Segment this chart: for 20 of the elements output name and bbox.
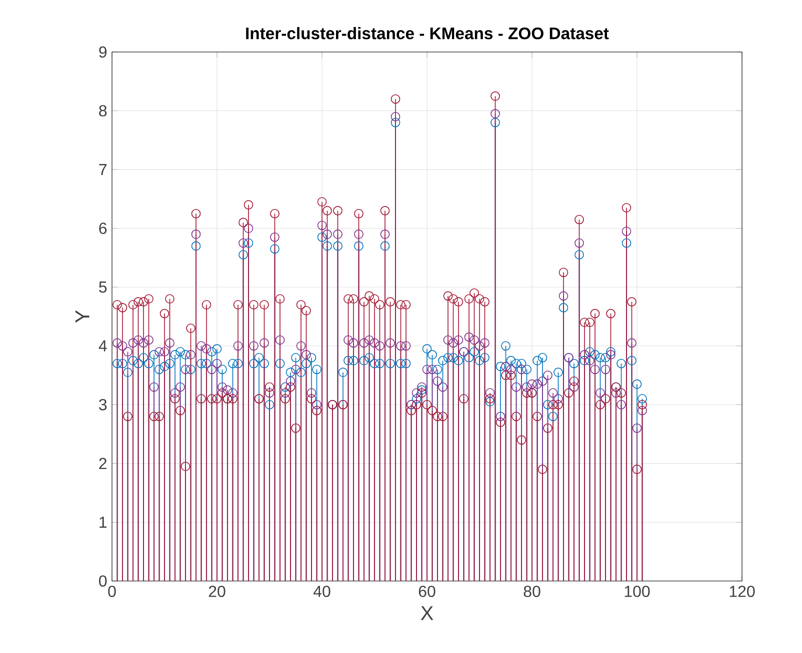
x-tick-label: 100 <box>624 586 650 598</box>
x-tick-label: 40 <box>313 586 330 598</box>
y-tick-label: 3 <box>99 399 107 410</box>
y-tick-label: 1 <box>100 516 107 528</box>
y-tick-label: 4 <box>98 340 107 352</box>
x-tick-label: 20 <box>208 586 226 598</box>
x-tick-label: 0 <box>108 586 116 598</box>
y-tick-label: 0 <box>99 575 107 587</box>
x-tick-label: 80 <box>524 586 540 598</box>
y-tick-label: 5 <box>99 282 107 293</box>
chart-title: Inter-cluster-distance - KMeans - ZOO Dataset <box>246 27 609 40</box>
y-tick-label: 2 <box>99 458 106 470</box>
y-tick-label: 8 <box>99 105 107 116</box>
y-tick-label: 6 <box>99 222 107 234</box>
x-tick-label: 120 <box>730 586 755 598</box>
x-tick-label: 60 <box>418 586 436 598</box>
y-axis-title: Y <box>75 310 90 323</box>
x-axis-title: X <box>420 606 434 620</box>
y-tick-label: 7 <box>99 164 106 176</box>
y-tick-label: 9 <box>99 46 107 58</box>
